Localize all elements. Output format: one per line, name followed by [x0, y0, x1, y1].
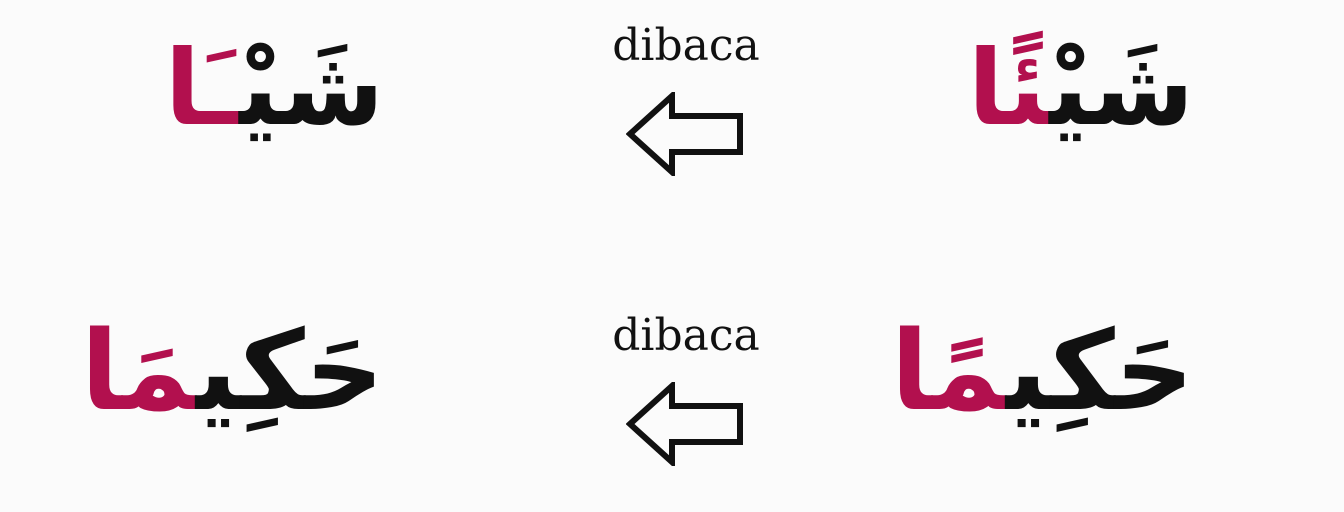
left-arrow-outline-icon [626, 92, 743, 176]
reading-indicator-2: dibaca [588, 292, 784, 466]
result-word-1: شَيْـَا [165, 36, 384, 140]
example-row-2: حَكِيمًا dibaca حَكِيمَا [0, 292, 1344, 512]
result-word-2: حَكِيمَا [81, 316, 384, 426]
result-word-2-highlight: مَا [80, 307, 196, 435]
source-word-2: حَكِيمًا [891, 316, 1194, 426]
example-row-1: شَيْئًا dibaca شَيْـَا [0, 0, 1344, 220]
source-word-1: شَيْئًا [968, 36, 1194, 140]
result-word-1-highlight: ـَا [164, 27, 240, 149]
source-word-1-highlight: ئًا [967, 27, 1050, 149]
left-arrow-outline-icon [626, 382, 743, 466]
reading-indicator-1: dibaca [588, 0, 784, 176]
result-word-1-base: شَيْ [239, 27, 384, 149]
source-word-2-base: حَكِي [1005, 307, 1194, 435]
source-word-1-base: شَيْ [1049, 27, 1194, 149]
dibaca-caption-2: dibaca [612, 310, 760, 361]
source-word-2-highlight: مًا [890, 307, 1006, 435]
dibaca-caption-1: dibaca [612, 20, 760, 71]
result-word-2-base: حَكِي [195, 307, 384, 435]
